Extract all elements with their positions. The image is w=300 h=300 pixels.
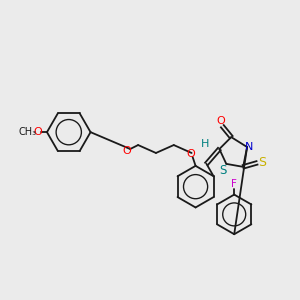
Text: O: O bbox=[186, 149, 195, 159]
Text: F: F bbox=[231, 179, 237, 189]
Text: CH₃: CH₃ bbox=[18, 127, 36, 137]
Text: H: H bbox=[201, 139, 210, 149]
Text: O: O bbox=[216, 116, 225, 126]
Text: N: N bbox=[245, 142, 253, 152]
Text: S: S bbox=[220, 164, 227, 177]
Text: S: S bbox=[258, 156, 266, 170]
Text: O: O bbox=[34, 127, 42, 137]
Text: O: O bbox=[123, 146, 132, 156]
